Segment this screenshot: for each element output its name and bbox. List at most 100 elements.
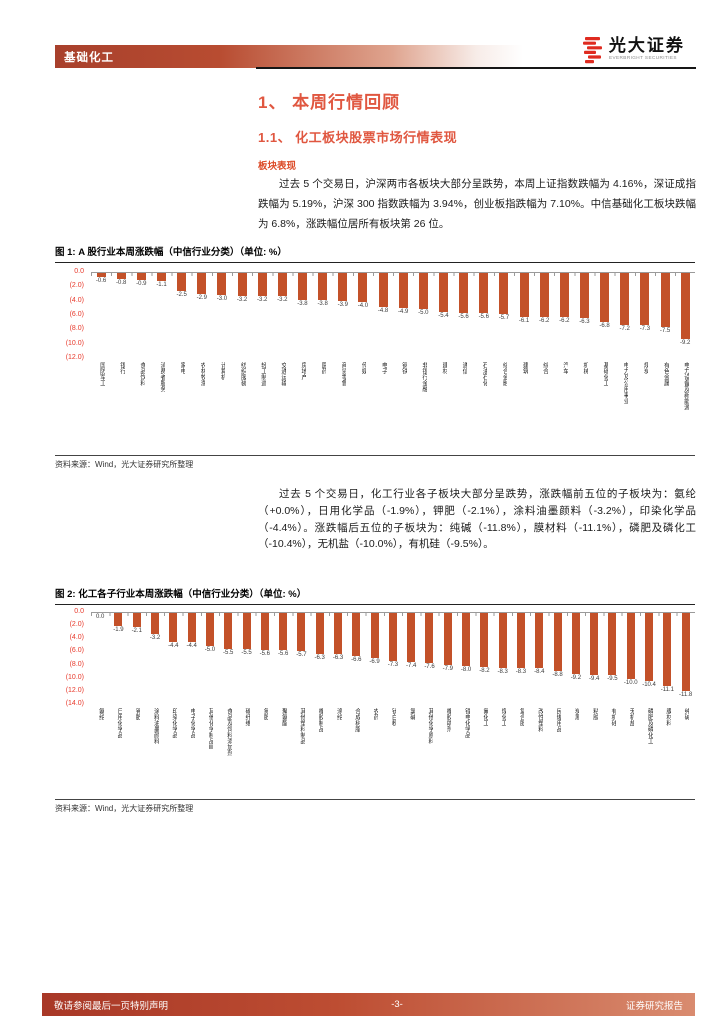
x-axis-label: 电力设备及新能源 [682, 362, 689, 410]
bar [358, 273, 368, 302]
x-axis-label: 综合 [541, 362, 548, 374]
bar-column: -7.4 [402, 613, 420, 670]
bar-value-label: -3.9 [337, 301, 348, 308]
x-axis-label: 机械 [581, 362, 588, 374]
x-axis-label: 家电 [179, 362, 186, 374]
bar-column: 0.0 [91, 613, 109, 621]
x-axis-label: 锂电化学品 [463, 708, 470, 738]
bar-value-label: -0.6 [95, 278, 107, 285]
x-axis-label: 印染化学品 [170, 708, 177, 738]
bar [626, 613, 635, 679]
bar-value-label: -10.0 [623, 679, 638, 686]
x-axis-label: 银行 [118, 362, 125, 374]
x-axis-label: 电力及公用事业 [622, 362, 629, 404]
bar [681, 613, 690, 691]
bar-value-label: -4.4 [168, 642, 179, 649]
x-axis-label: 复合肥 [518, 708, 525, 726]
bar-value-label: -4.4 [186, 642, 197, 649]
bar [600, 273, 610, 322]
bar-column: -1.1 [151, 273, 171, 289]
x-axis-label: 碳纤维 [244, 708, 251, 726]
bar-column: -3.9 [333, 273, 353, 309]
bar-value-label: 0.0 [95, 614, 105, 620]
bar [315, 613, 324, 655]
bar-value-label: -6.8 [599, 322, 610, 329]
figure1-bar-chart: 0.0 (2.0) (4.0) (6.0) (8.0) (10.0) (12.0) -0.6… [55, 268, 695, 448]
bar [352, 613, 361, 657]
bar [388, 613, 397, 661]
bar [224, 613, 233, 650]
bar [479, 273, 489, 314]
bar [378, 273, 388, 308]
bar [498, 613, 507, 668]
bar [590, 613, 599, 675]
bar [553, 613, 562, 671]
bar-column: -8.3 [512, 613, 530, 676]
bar-column: -5.0 [413, 273, 433, 317]
bar [277, 273, 287, 296]
x-axis-label: 改性塑料 [536, 708, 543, 732]
bar-value-label: -9.4 [588, 675, 600, 682]
bar-column: -4.0 [353, 273, 373, 310]
x-axis-label: 综合金融 [501, 362, 508, 386]
bar-column: -8.8 [548, 613, 566, 679]
bar [459, 273, 469, 314]
bar-column: -2.9 [192, 273, 212, 302]
bar [620, 273, 630, 325]
x-axis-label: 非银行金融 [420, 362, 427, 392]
bar-value-label: -3.0 [216, 295, 228, 302]
bar-column: -11.8 [677, 613, 695, 699]
x-axis-label: 有机硅 [609, 708, 616, 726]
x-axis-label: 炭黑 [573, 708, 580, 720]
bar-column: -9.4 [585, 613, 603, 683]
x-axis-label: 食品饮料 [138, 362, 145, 386]
bar-column: -8.4 [530, 613, 548, 676]
bar-column: -7.6 [420, 613, 438, 671]
bar-column: -6.1 [514, 273, 534, 325]
bar-value-label: -3.2 [236, 296, 248, 303]
bar-column: -5.7 [292, 613, 310, 659]
x-axis-label: 电子化学品 [189, 708, 196, 738]
bar-value-label: -7.9 [442, 665, 453, 672]
bar [663, 613, 672, 686]
section-tag: 板块表现 [258, 161, 297, 172]
y-axis-tick: (6.0) [69, 647, 84, 655]
bar-column: -3.8 [313, 273, 333, 308]
paragraph-subsector-overview: 过去 5 个交易日，化工行业各子板块大部分呈跌势，涨跌幅前五位的子板块为：氨纶（… [258, 488, 696, 551]
bar-value-label: -2.1 [131, 627, 142, 634]
x-axis-label: 涤纶 [335, 708, 342, 720]
x-axis-label: 食品及饲料添加剂 [225, 708, 232, 756]
x-axis-label: 橡胶制品 [317, 708, 324, 732]
bar [608, 613, 617, 676]
x-axis-label: 传媒 [360, 362, 367, 374]
bar-value-label: -5.0 [204, 646, 216, 653]
bar [571, 613, 580, 674]
x-axis-label: 煤炭 [642, 362, 649, 374]
y-axis-tick: (8.0) [69, 660, 84, 668]
bar-value-label: -8.8 [552, 671, 563, 678]
figure1-caption: 图 1: A 股行业本周涨跌幅（中信行业分类）（单位: %） [55, 244, 695, 263]
bar-value-label: -8.2 [479, 667, 490, 674]
bar-column: -6.2 [554, 273, 574, 325]
bar-value-label: -5.6 [259, 650, 270, 657]
x-axis-label: 氟化工 [481, 708, 488, 726]
x-axis-label: 消费者服务 [158, 362, 165, 392]
bar-value-label: -7.3 [387, 662, 399, 668]
bar [438, 273, 448, 312]
bar-value-label: -6.3 [579, 319, 590, 326]
bar [660, 273, 670, 327]
bar-value-label: -3.2 [277, 296, 288, 303]
bar-column: -5.6 [474, 273, 494, 321]
x-axis-label: 粘胶 [591, 708, 598, 720]
section-title: 1、 本周行情回顾 [258, 93, 401, 112]
bar-value-label: -5.5 [241, 650, 252, 657]
x-axis-label: 氨纶 [97, 708, 104, 720]
bar-column: -3.2 [272, 273, 292, 304]
bar-column: -7.2 [615, 273, 635, 333]
bar-column: -0.6 [91, 273, 111, 285]
bar-column: -9.2 [675, 273, 695, 347]
x-axis-label: 有色金属 [662, 362, 669, 386]
y-axis-tick: (6.0) [69, 311, 84, 318]
bar-value-label: -10.4 [642, 682, 656, 689]
